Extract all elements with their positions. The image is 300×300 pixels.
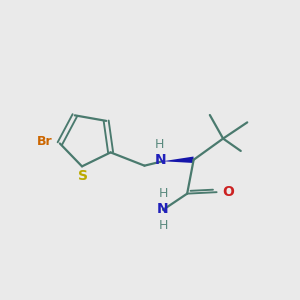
Text: N: N: [154, 153, 166, 167]
Text: Br: Br: [37, 136, 52, 148]
Text: H: H: [154, 138, 164, 151]
Text: H: H: [158, 219, 168, 232]
Text: O: O: [223, 185, 234, 199]
Text: N: N: [157, 202, 169, 216]
Text: H: H: [158, 188, 168, 200]
Polygon shape: [163, 157, 194, 163]
Text: S: S: [79, 169, 88, 183]
